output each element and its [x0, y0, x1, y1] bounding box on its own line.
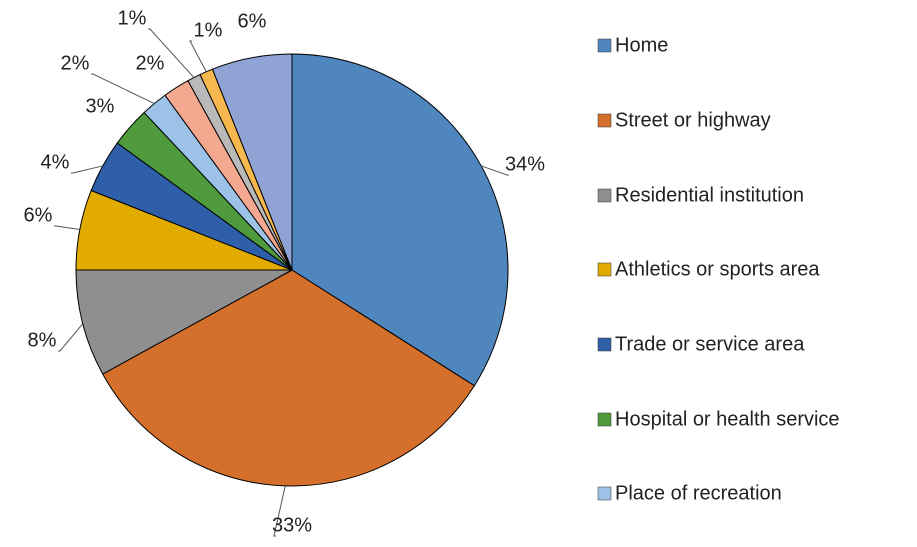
legend-label: Athletics or sports area [615, 258, 820, 280]
legend-swatch [597, 337, 612, 352]
data-label: 1% [118, 7, 147, 29]
leader-line [481, 165, 509, 176]
leader-line [54, 225, 80, 231]
data-label: 3% [86, 95, 115, 117]
data-label: 2% [136, 52, 165, 74]
data-label: 8% [28, 329, 57, 351]
legend-swatch [597, 412, 612, 427]
data-label: 4% [41, 151, 70, 173]
legend-swatch [597, 486, 612, 501]
leader-line [58, 323, 84, 352]
leader-line [71, 165, 103, 174]
legend-label: Street or highway [615, 109, 771, 131]
data-label: 34% [505, 153, 545, 175]
data-label: 2% [61, 52, 90, 74]
legend-label: Hospital or health service [615, 408, 840, 430]
legend-label: Residential institution [615, 184, 804, 206]
legend-label: Home [615, 34, 668, 56]
leader-line [148, 28, 195, 78]
leader-line [189, 40, 207, 72]
legend-swatch [597, 113, 612, 128]
data-label: 6% [238, 10, 267, 32]
pie-slice [102, 269, 476, 487]
legend-label: Trade or service area [615, 333, 805, 355]
data-label: 1% [194, 19, 223, 41]
data-label: 6% [24, 204, 53, 226]
legend-swatch [597, 38, 612, 53]
leader-line [91, 73, 155, 105]
legend-swatch [597, 262, 612, 277]
leader-line [273, 485, 286, 537]
pie-slice [211, 53, 293, 271]
legend-label: Place of recreation [615, 482, 782, 504]
legend-swatch [597, 188, 612, 203]
data-label: 33% [272, 514, 312, 536]
pie-slice [75, 269, 293, 375]
